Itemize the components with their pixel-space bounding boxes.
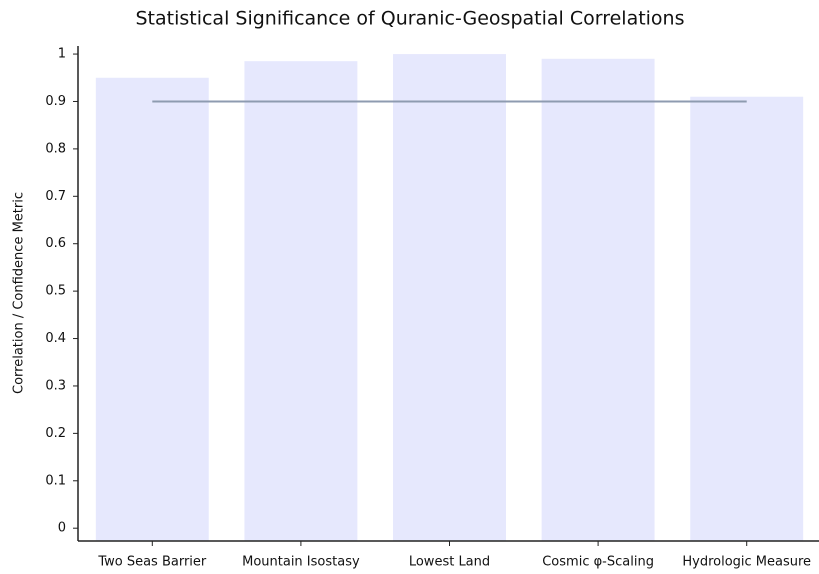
chart-title: Statistical Significance of Quranic-Geos… xyxy=(135,8,684,30)
bar xyxy=(244,61,358,541)
y-tick-label: 0.6 xyxy=(45,236,66,251)
y-tick-label: 0.5 xyxy=(45,284,66,299)
y-tick-label: 0.4 xyxy=(45,331,66,346)
y-tick-label: 0.2 xyxy=(45,426,66,441)
bar xyxy=(541,58,655,541)
x-tick-label: Cosmic φ-Scaling xyxy=(542,555,654,570)
y-tick-label: 0.7 xyxy=(45,189,66,204)
y-tick-label: 0.8 xyxy=(45,141,66,156)
x-tick-label: Hydrologic Measure xyxy=(682,555,811,570)
bar xyxy=(393,54,506,542)
y-tick-label: 0 xyxy=(58,521,66,536)
y-axis-label: Correlation / Confidence Metric xyxy=(12,192,27,394)
bar xyxy=(95,77,209,541)
x-tick-label: Mountain Isostasy xyxy=(242,555,360,570)
x-tick-label: Two Seas Barrier xyxy=(97,555,207,570)
y-tick-label: 0.1 xyxy=(45,473,66,488)
y-tick-label: 1 xyxy=(58,47,66,62)
y-tick-label: 0.3 xyxy=(45,378,66,393)
y-tick-label: 0.9 xyxy=(45,94,66,109)
x-tick-label: Lowest Land xyxy=(409,555,490,570)
bar xyxy=(690,96,804,541)
